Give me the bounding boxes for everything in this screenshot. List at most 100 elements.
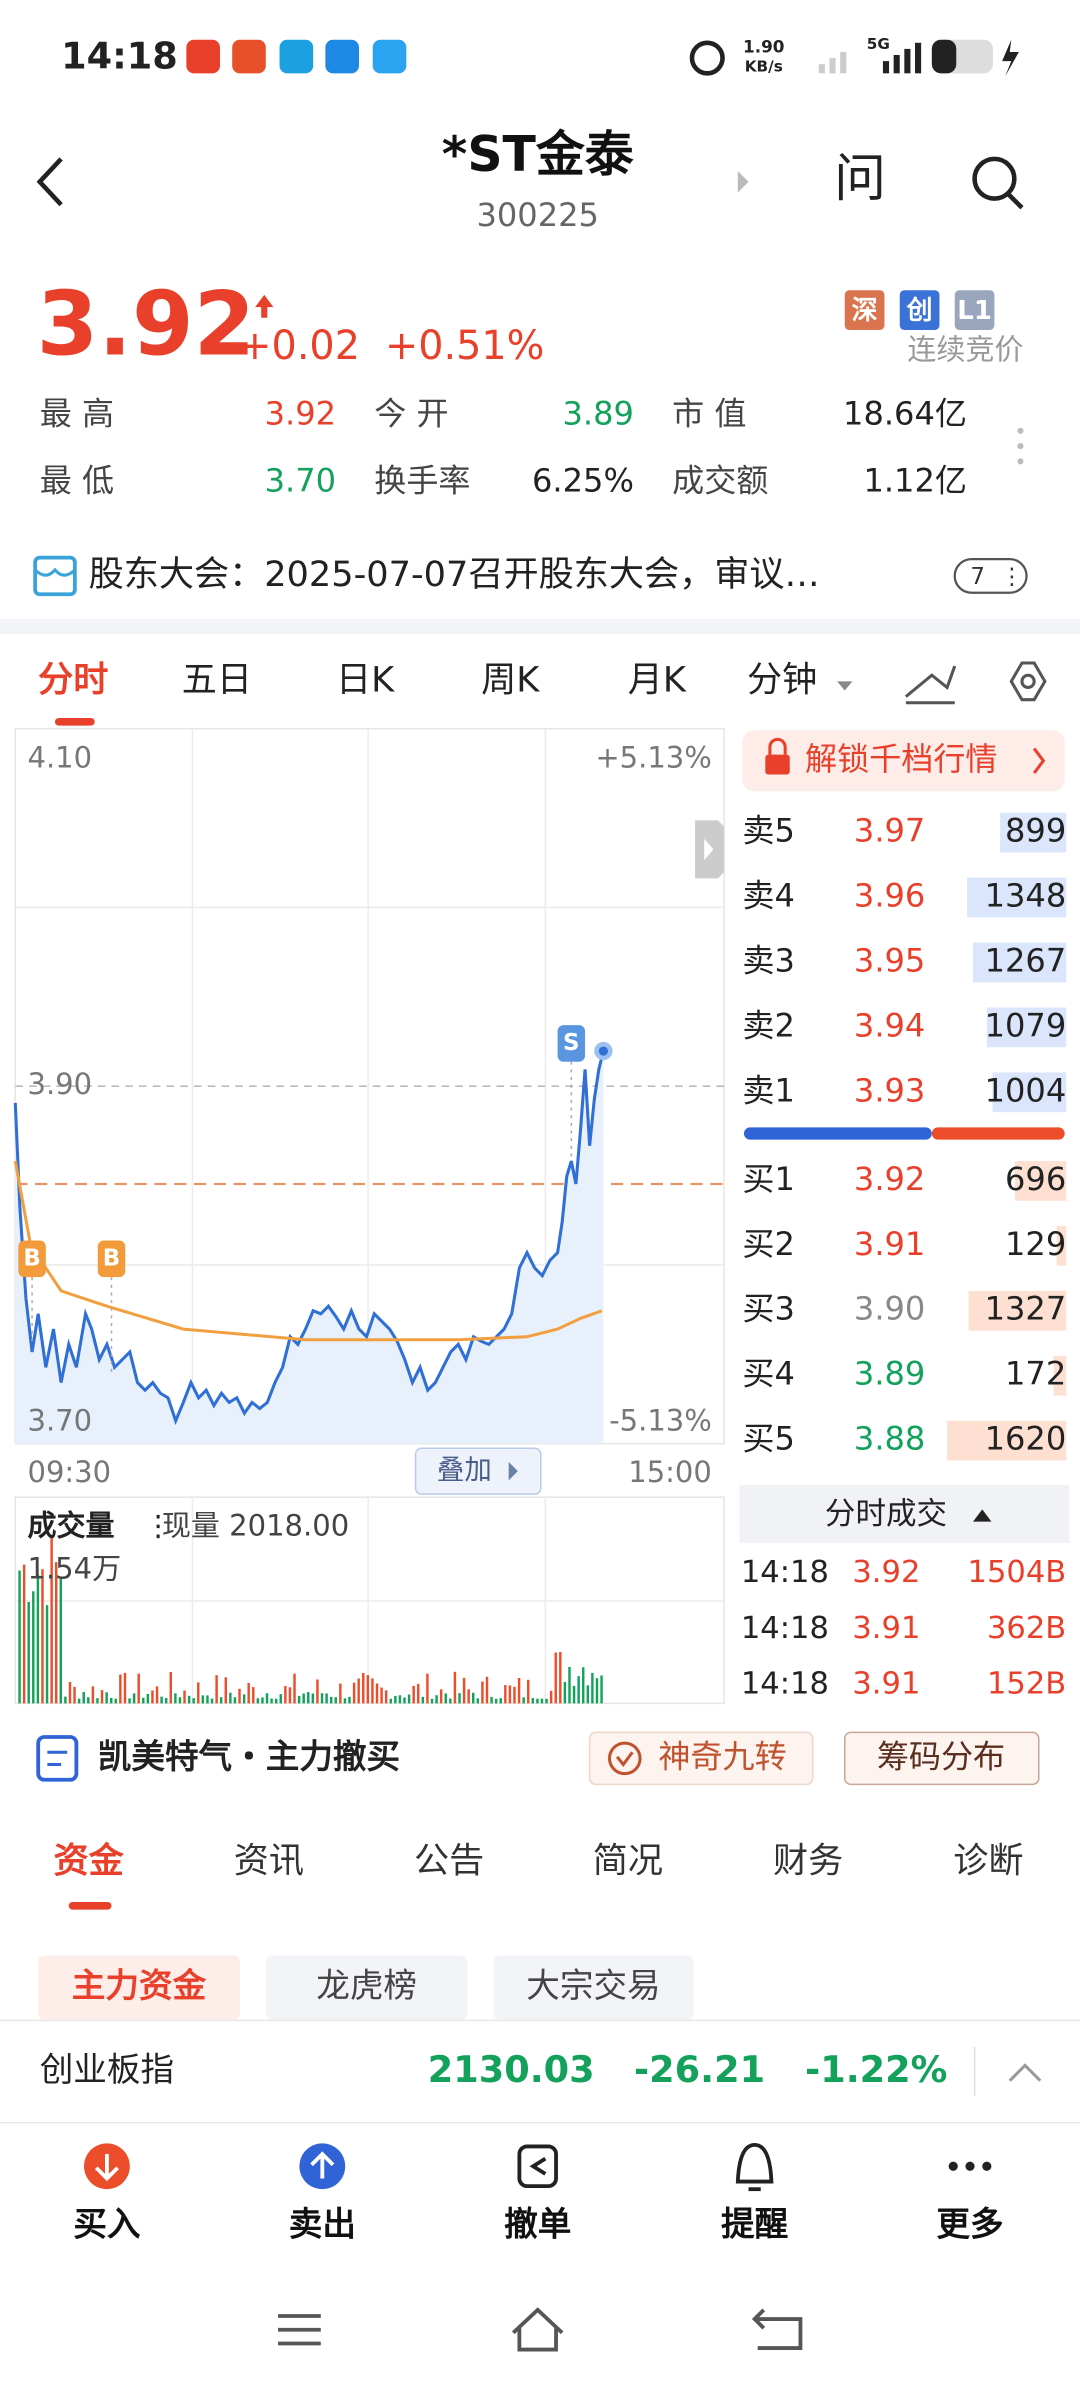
volume-bar-deco: [261, 1697, 264, 1704]
volume-bar-deco: [499, 1698, 502, 1704]
net-speed: 1.90: [743, 36, 784, 56]
strategy-text[interactable]: 凯美特气・主力撤买: [98, 1737, 400, 1776]
chip-label[interactable]: 筹码分布: [877, 1737, 1005, 1775]
unlock-button[interactable]: [742, 730, 1065, 792]
overlay-arrow: [508, 1461, 518, 1481]
book-price: 3.92: [854, 1160, 925, 1198]
check-icon: [607, 1741, 642, 1776]
sub-tab[interactable]: 龙虎榜: [316, 1966, 417, 2005]
book-level: 卖3: [742, 941, 794, 979]
volume-bar-deco: [274, 1698, 278, 1704]
trades-title: 分时成交: [825, 1497, 947, 1532]
chart-tab[interactable]: 周K: [481, 659, 540, 700]
chart-tab[interactable]: 日K: [336, 659, 395, 700]
chart-tab[interactable]: 五日: [182, 659, 252, 700]
nav-button[interactable]: 更多: [936, 2204, 1003, 2243]
next-arrow[interactable]: [737, 171, 749, 193]
info-tab[interactable]: 资讯: [234, 1840, 304, 1881]
volume-bar-deco: [64, 1696, 67, 1704]
volume-bar-deco: [215, 1675, 218, 1704]
unlock-chevron: [1032, 747, 1046, 774]
info-tab[interactable]: 资金: [53, 1840, 124, 1881]
overlay-button[interactable]: [414, 1447, 542, 1495]
info-tab[interactable]: 诊断: [953, 1840, 1023, 1881]
volume-bar-deco: [270, 1698, 273, 1704]
volume-bar-deco: [348, 1696, 351, 1704]
nav-button[interactable]: 提醒: [721, 2204, 788, 2243]
trade-mark-bg: [18, 1240, 46, 1278]
volume-max: 1.54万: [27, 1551, 121, 1585]
search-button[interactable]: [972, 156, 1024, 210]
chip-button[interactable]: [843, 1731, 1040, 1786]
trade-mark: S: [563, 1030, 579, 1056]
volume-bar-deco: [18, 1570, 21, 1704]
y-axis-label: 4.10: [27, 740, 92, 774]
system-nav[interactable]: [278, 2307, 803, 2352]
chart-tool-icons[interactable]: [904, 661, 1047, 705]
volume-bar-deco: [472, 1692, 475, 1704]
book-volume: 1079: [985, 1006, 1067, 1044]
sub-tab-bg[interactable]: [265, 1955, 468, 2020]
sub-tab-bg[interactable]: [38, 1955, 240, 2020]
volume-bar-deco: [490, 1696, 493, 1704]
stat-label: 最 低: [40, 462, 114, 500]
volume-bar-deco: [325, 1693, 328, 1704]
book-price: 3.94: [854, 1006, 925, 1044]
nav-button[interactable]: 买入: [73, 2204, 141, 2243]
notice-text[interactable]: 股东大会：2025-07-07召开股东大会，审议…: [89, 554, 820, 595]
ask-button[interactable]: 问: [834, 149, 886, 209]
sub-tab[interactable]: 主力资金: [72, 1966, 207, 2005]
nav-button[interactable]: 卖出: [289, 2204, 356, 2243]
lock-icon: [765, 737, 790, 775]
notice-icon: [33, 555, 77, 597]
volume-bar-deco: [206, 1695, 209, 1704]
volume-bar-deco: [591, 1672, 594, 1704]
trade-volume: 1504B: [968, 1555, 1067, 1590]
sub-tab-bg[interactable]: [493, 1955, 694, 2020]
chart-tab[interactable]: 分钟: [747, 659, 817, 700]
volume-bar-deco: [375, 1683, 379, 1704]
depth-volume-bar: [1056, 1225, 1067, 1266]
index-expand[interactable]: [1008, 2063, 1042, 2082]
indicator-button[interactable]: [588, 1731, 814, 1786]
chart-tab[interactable]: 月K: [628, 659, 687, 700]
back-button[interactable]: [36, 157, 63, 207]
volume-bar-deco: [467, 1689, 470, 1704]
info-tab[interactable]: 简况: [593, 1840, 663, 1881]
volume-bar-deco: [100, 1690, 104, 1704]
volume-bar-deco: [73, 1686, 76, 1704]
info-tab[interactable]: 公告: [414, 1840, 484, 1881]
volume-bar-deco: [508, 1685, 512, 1704]
market-badge-bg: [899, 290, 940, 330]
volume-bar-deco: [201, 1695, 205, 1704]
chart-tab[interactable]: 分时: [38, 659, 108, 700]
volume-bar-deco: [183, 1690, 186, 1704]
volume-bar-deco: [339, 1683, 342, 1704]
depth-volume-bar: [967, 877, 1067, 918]
info-tab-indicator: [68, 1901, 112, 1910]
volume-bar-deco: [265, 1693, 269, 1704]
depth-volume-bar: [947, 1420, 1067, 1461]
sub-tab[interactable]: 大宗交易: [526, 1966, 660, 2005]
volume-bar-deco: [155, 1686, 159, 1704]
volume-bar-deco: [320, 1693, 324, 1704]
book-price: 3.96: [854, 877, 925, 915]
unlock-label[interactable]: 解锁千档行情: [805, 740, 997, 778]
depth-volume-bar: [1053, 1355, 1067, 1396]
volume-bar-deco: [187, 1695, 191, 1704]
trade-price: 3.92: [852, 1555, 920, 1590]
volume-bar-deco: [458, 1693, 461, 1704]
volume-bar-deco: [233, 1697, 237, 1704]
trade-mark: B: [103, 1245, 120, 1271]
stat-value: 1.12亿: [863, 462, 967, 500]
nav-button[interactable]: 撤单: [504, 2204, 571, 2243]
volume-bar-deco: [279, 1694, 282, 1704]
volume-bar-deco: [288, 1687, 292, 1704]
depth-volume-bar: [1000, 812, 1067, 853]
info-tab[interactable]: 财务: [773, 1840, 843, 1881]
volume-bar-deco: [421, 1696, 425, 1704]
indicator-label[interactable]: 神奇九转: [658, 1737, 786, 1775]
time-label: 15:00: [628, 1455, 712, 1489]
market-badge: 深: [852, 296, 878, 326]
